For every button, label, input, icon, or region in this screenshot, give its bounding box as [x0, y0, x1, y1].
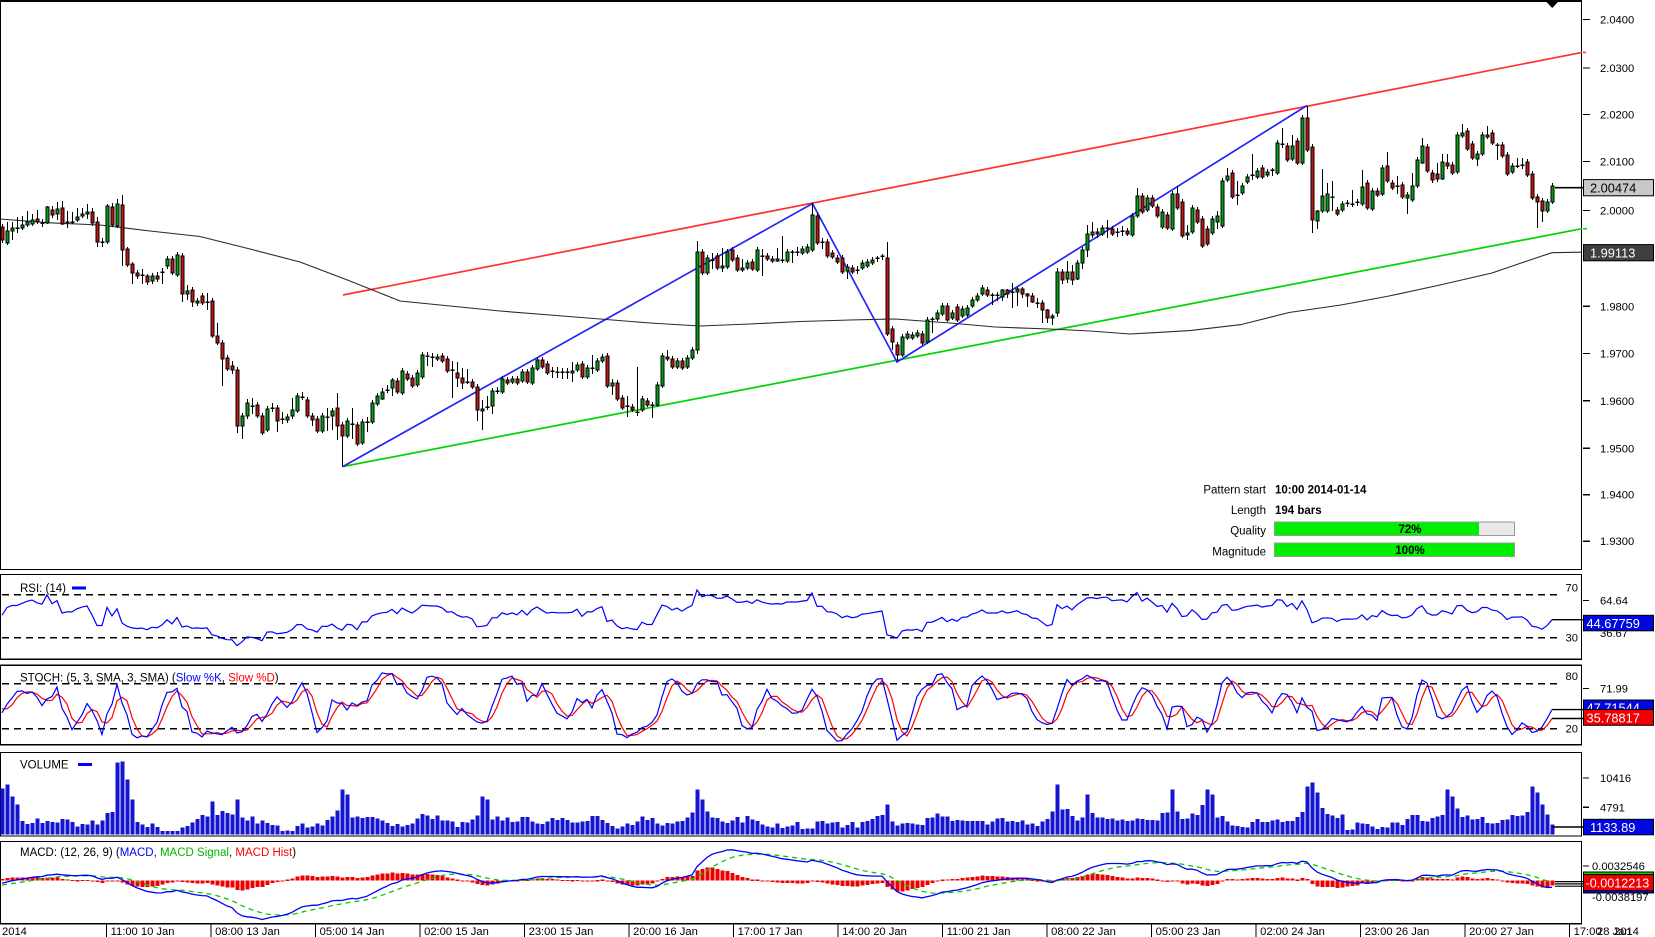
svg-text:1.99113: 1.99113: [1590, 246, 1635, 261]
svg-text:10416: 10416: [1600, 773, 1631, 785]
svg-text:-0.0012213: -0.0012213: [1586, 877, 1650, 891]
svg-text:02:00 24 Jan: 02:00 24 Jan: [1260, 926, 1325, 937]
svg-text:08:00 22 Jan: 08:00 22 Jan: [1051, 926, 1116, 937]
svg-text:0.0032546: 0.0032546: [1592, 861, 1645, 873]
svg-text:80: 80: [1566, 671, 1578, 683]
svg-text:STOCH: (5, 3, SMA, 3, SMA) (Sl: STOCH: (5, 3, SMA, 3, SMA) (Slow %K, Slo…: [20, 673, 279, 685]
svg-text:17:00 17 Jan: 17:00 17 Jan: [738, 926, 803, 937]
svg-text:44.67759: 44.67759: [1587, 616, 1640, 631]
svg-text:4791: 4791: [1600, 802, 1625, 814]
svg-text:1133.89: 1133.89: [1590, 820, 1635, 835]
svg-text:64.64: 64.64: [1600, 596, 1628, 608]
svg-text:-0.0038197: -0.0038197: [1592, 892, 1649, 904]
svg-text:08:00 13 Jan: 08:00 13 Jan: [215, 926, 280, 937]
svg-text:2.0000: 2.0000: [1600, 206, 1634, 218]
svg-text:11:00 21 Jan: 11:00 21 Jan: [947, 926, 1011, 937]
svg-text:Magnitude: Magnitude: [1212, 547, 1266, 559]
svg-text:1.9500: 1.9500: [1600, 443, 1634, 455]
svg-text:2014: 2014: [1614, 926, 1639, 937]
svg-text:05:00 14 Jan: 05:00 14 Jan: [320, 926, 385, 937]
svg-text:2.0400: 2.0400: [1600, 14, 1634, 26]
svg-text:1.9700: 1.9700: [1600, 348, 1634, 360]
svg-text:17:00: 17:00: [1574, 926, 1602, 937]
svg-text:2.00474: 2.00474: [1590, 181, 1636, 196]
svg-text:2.0300: 2.0300: [1600, 63, 1634, 75]
svg-text:2.0200: 2.0200: [1600, 109, 1634, 121]
svg-text:23:00 15 Jan: 23:00 15 Jan: [529, 926, 594, 937]
svg-text:RSI: (14): RSI: (14): [20, 583, 66, 595]
svg-text:Pattern start: Pattern start: [1203, 485, 1266, 497]
svg-text:35.78817: 35.78817: [1587, 710, 1640, 725]
svg-text:1.9400: 1.9400: [1600, 490, 1634, 502]
svg-text:2.0100: 2.0100: [1600, 157, 1634, 169]
svg-text:Quality: Quality: [1230, 526, 1266, 538]
svg-text:71.99: 71.99: [1600, 684, 1628, 696]
svg-text:1.9600: 1.9600: [1600, 396, 1634, 408]
svg-text:VOLUME: VOLUME: [20, 760, 69, 772]
svg-text:2014: 2014: [2, 926, 27, 937]
svg-text:20:00 27 Jan: 20:00 27 Jan: [1469, 926, 1534, 937]
svg-text:Length: Length: [1231, 505, 1266, 517]
svg-text:72%: 72%: [1398, 524, 1421, 536]
svg-text:100%: 100%: [1395, 545, 1424, 557]
svg-text:14:00 20 Jan: 14:00 20 Jan: [842, 926, 907, 937]
svg-text:05:00 23 Jan: 05:00 23 Jan: [1156, 926, 1221, 937]
svg-text:1.9300: 1.9300: [1600, 536, 1634, 548]
svg-text:30: 30: [1566, 633, 1578, 645]
svg-text:20: 20: [1566, 724, 1578, 736]
svg-text:MACD: (12, 26, 9) (MACD, MACD: MACD: (12, 26, 9) (MACD, MACD Signal, MA…: [20, 847, 296, 859]
svg-text:02:00 15 Jan: 02:00 15 Jan: [424, 926, 489, 937]
svg-text:70: 70: [1566, 583, 1578, 595]
svg-text:28 Jan: 28 Jan: [1597, 926, 1631, 937]
svg-text:11:00 10 Jan: 11:00 10 Jan: [111, 926, 175, 937]
svg-text:1.9800: 1.9800: [1600, 301, 1634, 313]
svg-text:20:00 16 Jan: 20:00 16 Jan: [633, 926, 698, 937]
svg-text:10:00 2014-01-14: 10:00 2014-01-14: [1275, 485, 1367, 497]
svg-text:194 bars: 194 bars: [1275, 505, 1322, 517]
svg-text:23:00 26 Jan: 23:00 26 Jan: [1365, 926, 1430, 937]
